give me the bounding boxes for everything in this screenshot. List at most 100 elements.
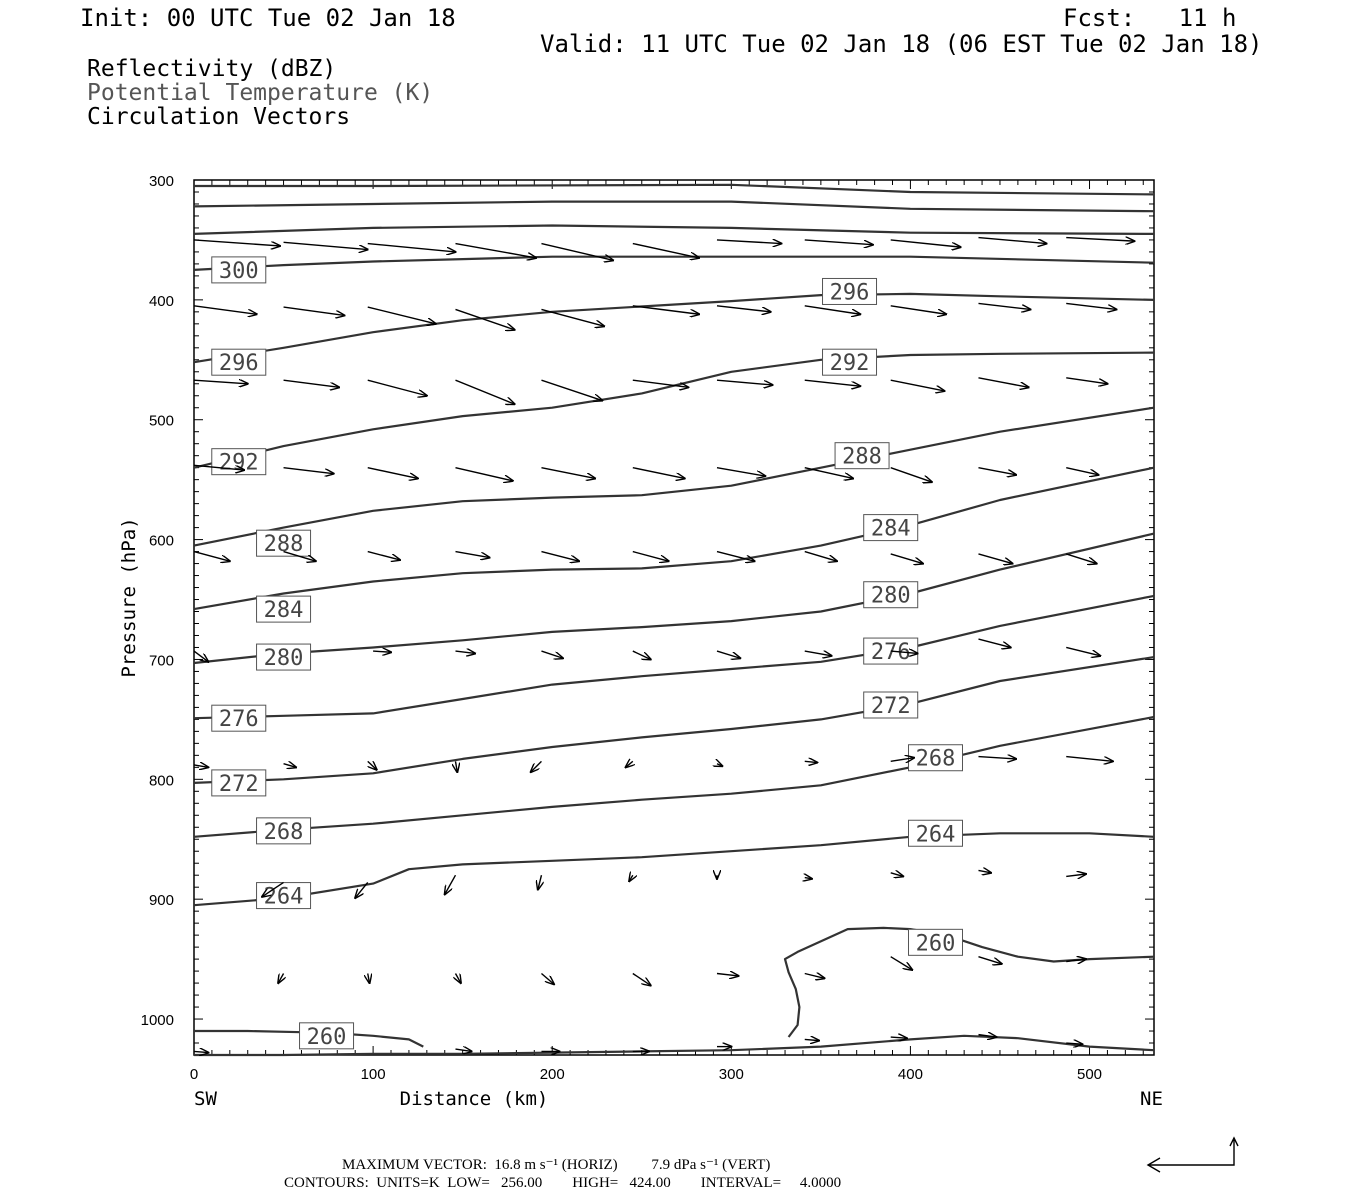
circulation-vector	[978, 870, 991, 872]
contour-label-288: 288	[842, 445, 882, 470]
isentrope-unlabeled_top3	[193, 224, 1155, 235]
y-tick-label: 900	[149, 892, 174, 909]
forecast-hour: Fcst: 11 h	[1063, 4, 1237, 32]
valid-time: Valid: 11 UTC Tue 02 Jan 18 (06 EST Tue …	[540, 30, 1263, 58]
circulation-vector	[804, 379, 861, 386]
circulation-vector	[716, 240, 781, 244]
contour-label-box	[907, 744, 963, 772]
circulation-vector	[283, 241, 368, 249]
contour-label-268: 268	[916, 747, 956, 772]
contour-label-296: 296	[219, 351, 259, 376]
contour-label-300: 300	[219, 259, 259, 284]
y-tick-label: 1000	[141, 1012, 174, 1029]
contour-label-284: 284	[871, 517, 911, 542]
circulation-vector	[890, 553, 923, 564]
isentrope-260_b	[783, 926, 1155, 1038]
circulation-vector	[1066, 302, 1116, 309]
contour-label-260: 260	[307, 1025, 347, 1050]
isentrope-264	[193, 832, 1155, 907]
circulation-vector	[978, 1035, 996, 1037]
field-reflectivity: Reflectivity (dBZ)	[87, 56, 337, 82]
x-axis-title: Distance (km)	[400, 1088, 549, 1110]
circulation-vector	[1066, 238, 1134, 242]
circulation-vector	[978, 757, 1016, 759]
circulation-vector	[716, 973, 738, 975]
circulation-vector	[632, 972, 651, 985]
circulation-vector	[541, 650, 562, 658]
max-vector-note: MAXIMUM VECTOR: 16.8 m s⁻¹ (HORIZ) 7.9 d…	[342, 1157, 771, 1173]
circulation-vector	[716, 379, 773, 385]
circulation-vector	[283, 764, 297, 768]
contour-label-box	[256, 643, 312, 671]
contour-label-288: 288	[264, 532, 304, 557]
contour-label-box	[256, 595, 312, 623]
contour-label-box	[834, 442, 890, 470]
circulation-vector	[283, 379, 340, 387]
circulation-vector	[373, 651, 391, 652]
y-axis-title: Pressure (hPa)	[118, 517, 140, 677]
circulation-vector	[1066, 959, 1086, 961]
circulation-vector	[541, 379, 602, 400]
circulation-vector	[367, 550, 400, 560]
circulation-vector	[804, 466, 853, 479]
circulation-vector	[455, 651, 475, 653]
circulation-vector	[541, 466, 595, 479]
circulation-vector	[978, 638, 1010, 647]
circulation-vector	[890, 758, 914, 762]
x-tick-label: 100	[361, 1066, 386, 1083]
circulation-vector	[890, 1037, 907, 1038]
contour-label-box	[863, 581, 919, 609]
circulation-vector	[804, 239, 873, 245]
circulation-vector	[978, 466, 1016, 475]
circulation-vector	[804, 1039, 819, 1040]
contour-label-box	[299, 1022, 355, 1050]
circulation-vector	[1066, 377, 1107, 384]
y-tick-label: 500	[149, 413, 174, 430]
isentrope-284	[193, 466, 1155, 611]
x-tick-label: 200	[540, 1066, 565, 1083]
circulation-vector	[531, 760, 542, 772]
circulation-vector	[978, 236, 1046, 244]
isentrope-300	[193, 255, 1155, 271]
circulation-vector	[978, 302, 1030, 309]
circulation-vector	[368, 973, 370, 983]
circulation-vector	[283, 306, 345, 315]
plot-frame	[193, 179, 1155, 1056]
contour-label-292: 292	[219, 451, 259, 476]
circulation-vector	[632, 550, 669, 562]
contour-label-box	[907, 928, 963, 956]
contour-label-264: 264	[264, 885, 304, 910]
isentrope-272	[193, 656, 1155, 784]
circulation-vector	[978, 553, 1012, 564]
contour-label-280: 280	[264, 646, 304, 671]
contour-label-268: 268	[264, 820, 304, 845]
circulation-vector	[716, 305, 771, 312]
reference-vector-head-v	[1229, 1136, 1239, 1147]
contour-label-box	[211, 256, 267, 284]
isentrope-296	[193, 292, 1155, 364]
circulation-vector	[355, 881, 369, 898]
contour-label-box	[863, 691, 919, 719]
circulation-vector	[804, 550, 837, 562]
isentrope-276	[193, 594, 1155, 720]
circulation-vector	[890, 305, 947, 314]
circulation-vector	[541, 242, 613, 261]
circulation-vector	[632, 650, 651, 659]
contour-label-280: 280	[871, 584, 911, 609]
circulation-vector	[541, 308, 604, 326]
contour-label-296: 296	[830, 280, 870, 305]
contour-label-264: 264	[916, 822, 956, 847]
circulation-vector	[367, 306, 436, 324]
circulation-vector	[632, 305, 699, 314]
circulation-vector	[193, 380, 248, 384]
circulation-vector	[804, 651, 832, 656]
contour-label-272: 272	[219, 772, 259, 797]
circulation-vector	[455, 379, 514, 404]
circulation-vector	[978, 956, 1001, 964]
circulation-vector	[367, 466, 418, 479]
contour-label-272: 272	[871, 694, 911, 719]
circulation-vector	[804, 761, 818, 762]
y-tick-label: 800	[149, 772, 174, 789]
circulation-vector	[626, 761, 633, 767]
circulation-vector	[804, 305, 861, 314]
